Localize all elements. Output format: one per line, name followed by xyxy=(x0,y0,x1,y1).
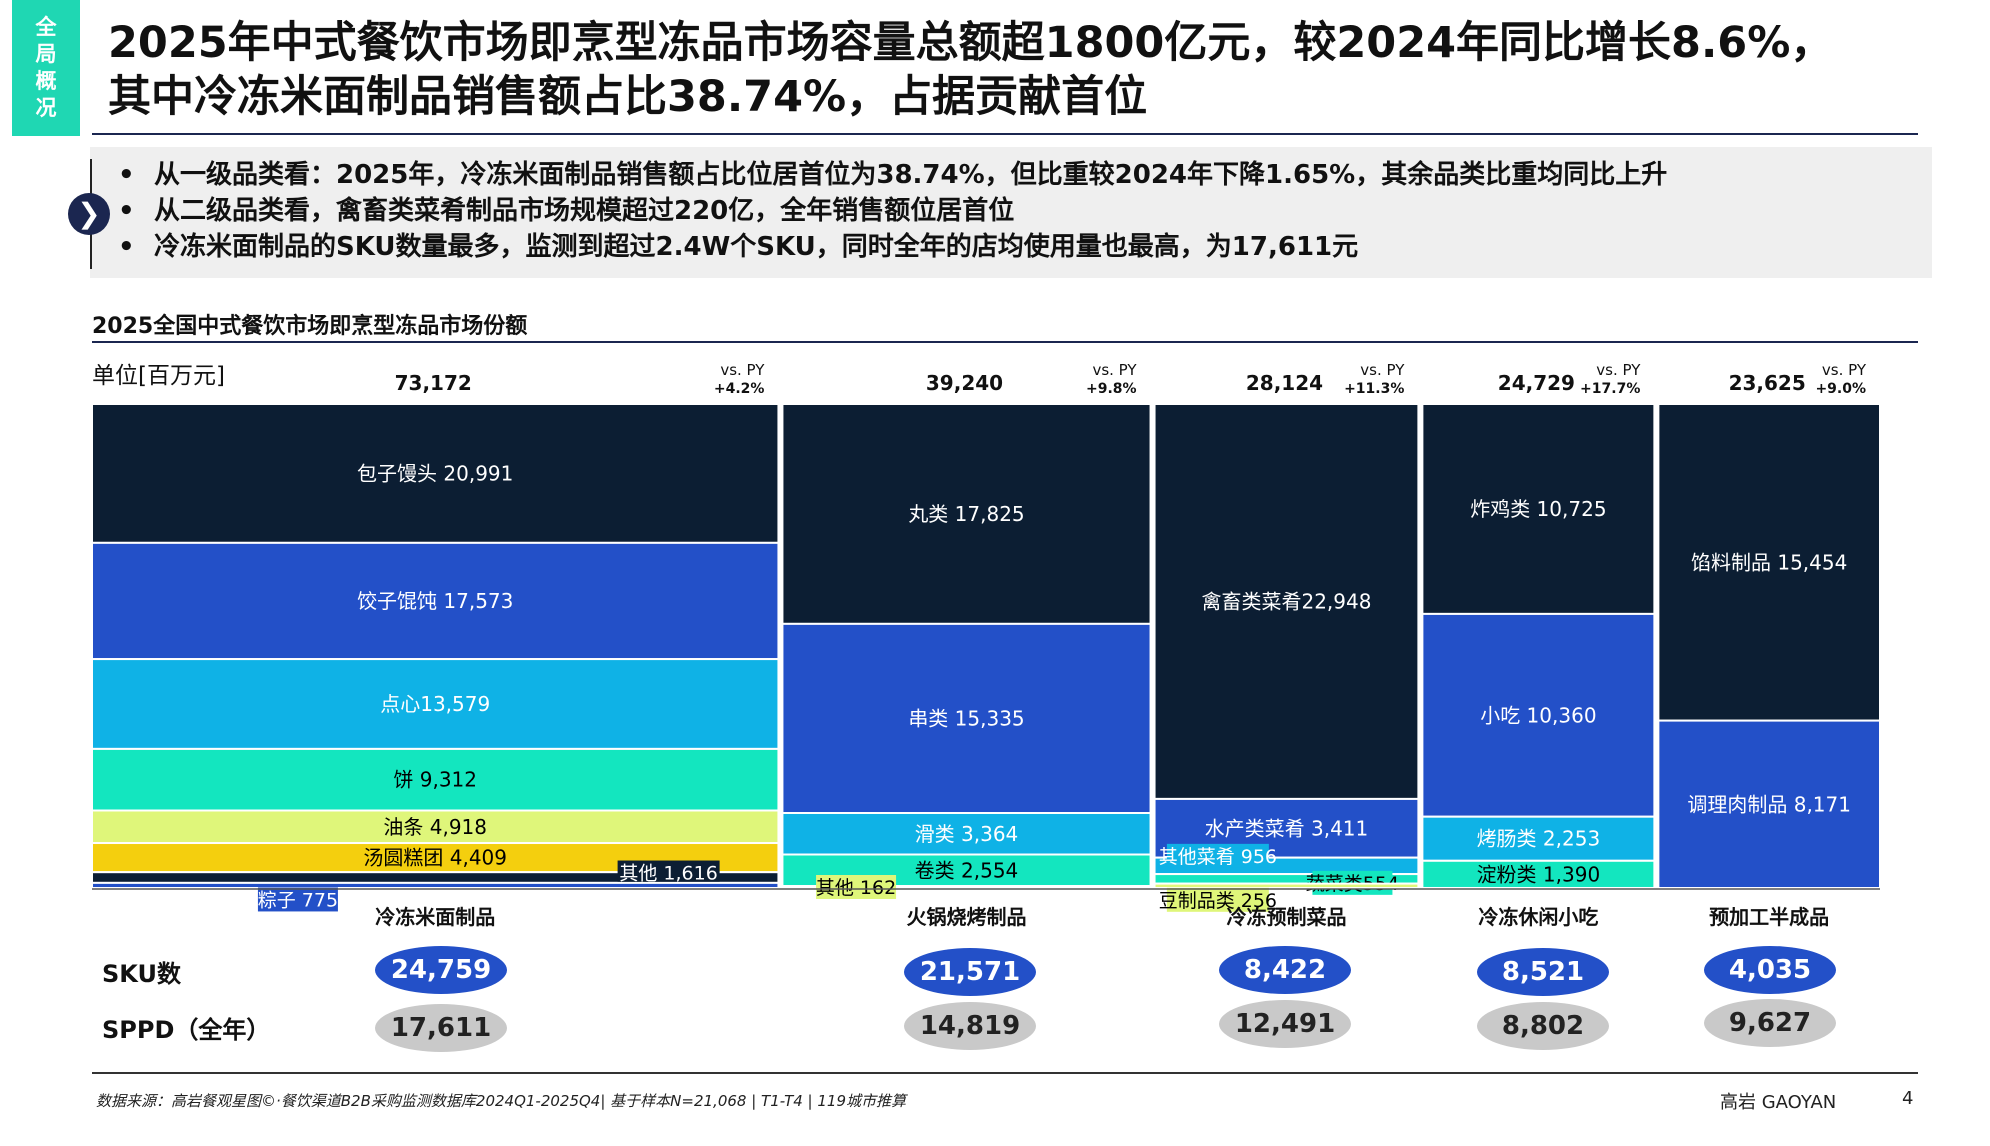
sppd-row-label: SPPD（全年） xyxy=(102,1016,271,1044)
segment-label: 滑类 3,364 xyxy=(915,822,1019,846)
sku-pill: 24,759 xyxy=(375,946,507,994)
segment-bar xyxy=(781,812,1152,856)
category-label: 火锅烧烤制品 xyxy=(906,905,1026,929)
sppd-pill: 9,627 xyxy=(1704,999,1836,1047)
section-tag: 全 局 概 况 xyxy=(12,0,80,136)
sku-pill: 8,521 xyxy=(1477,948,1609,996)
category-label: 冷冻休闲小吃 xyxy=(1478,905,1598,929)
segment-label: 丸类 17,825 xyxy=(908,502,1024,526)
segment-bar xyxy=(1421,859,1656,889)
segment-label: 串类 15,335 xyxy=(908,706,1024,730)
section-tag-char: 局 xyxy=(35,42,57,66)
page-title: 2025年中式餐饮市场即烹型冻品市场容量总额超1800亿元，较2024年同比增长… xyxy=(108,16,1948,124)
segment-label-bg xyxy=(1166,843,1269,868)
sppd-pill: 17,611 xyxy=(375,1004,507,1052)
page-number: 4 xyxy=(1902,1088,1914,1109)
segment-label: 水产类菜肴 3,411 xyxy=(1205,816,1369,840)
segment-bar xyxy=(781,885,1152,889)
segment-label-bg xyxy=(617,860,720,885)
segment-bar xyxy=(1421,403,1656,615)
segment-label: 其他 162 xyxy=(816,877,896,899)
summary-list: 从一级品类看：2025年，冷冻米面制品销售额占比位居首位为38.74%，但比重较… xyxy=(106,157,1667,265)
segment-label-bg xyxy=(257,887,338,912)
segment-label: 油条 4,918 xyxy=(383,815,487,839)
segment-label-bg xyxy=(1166,887,1269,912)
segment-label: 卷类 2,554 xyxy=(915,858,1019,882)
segment-label: 禽畜类菜肴22,948 xyxy=(1201,589,1371,613)
segment-label-bg xyxy=(816,875,897,900)
category-label: 冷冻预制菜品 xyxy=(1226,905,1346,929)
vs-py-label: vs. PY xyxy=(720,361,765,379)
sku-row-label: SKU数 xyxy=(102,960,181,988)
segment-bar xyxy=(91,658,780,750)
growth-label: +11.3% xyxy=(1344,381,1404,397)
segment-label: 馅料制品 15,454 xyxy=(1691,550,1847,574)
segment-bar xyxy=(781,622,1152,815)
category-label: 预加工半成品 xyxy=(1709,905,1829,929)
title-divider xyxy=(92,133,1918,135)
segment-bar xyxy=(1421,612,1656,818)
column-total-label: 28,124 xyxy=(1246,371,1323,395)
segment-label: 汤圆糕团 4,409 xyxy=(363,846,507,870)
growth-label: +17.7% xyxy=(1580,381,1640,397)
segment-label: 淀粉类 1,390 xyxy=(1477,862,1601,886)
column-total-label: 23,625 xyxy=(1729,371,1806,395)
segment-label: 粽子 775 xyxy=(258,889,338,911)
segment-bar xyxy=(1421,815,1656,862)
data-source-note: 数据来源：高岩餐观星图©·餐饮渠道B2B采购监测数据库2024Q1-2025Q4… xyxy=(96,1092,906,1110)
vs-py-label: vs. PY xyxy=(1822,361,1867,379)
sppd-pill: 12,491 xyxy=(1219,1000,1351,1048)
section-tag-char: 全 xyxy=(35,15,57,39)
sppd-pill: 14,819 xyxy=(904,1002,1036,1050)
segment-bar xyxy=(1657,719,1881,890)
section-tag-char: 概 xyxy=(35,69,57,93)
growth-label: +9.8% xyxy=(1086,381,1137,397)
chart-title-divider xyxy=(92,341,1918,343)
segment-label: 烤肠类 2,253 xyxy=(1477,827,1601,851)
summary-box: 从一级品类看：2025年，冷冻米面制品销售额占比位居首位为38.74%，但比重较… xyxy=(90,147,1932,278)
segment-label: 饺子馄饨 17,573 xyxy=(357,589,513,613)
brand-label: 高岩 GAOYAN xyxy=(1720,1092,1837,1113)
summary-bullet: 从二级品类看，禽畜类菜肴制品市场规模超过220亿，全年销售额位居首位 xyxy=(106,193,1667,229)
page-title-line-2: 其中冷冻米面制品销售额占比38.74%，占据贡献首位 xyxy=(108,72,1148,122)
column-total-label: 73,172 xyxy=(395,371,472,395)
sku-pill: 8,422 xyxy=(1219,946,1351,994)
category-label: 冷冻米面制品 xyxy=(375,905,495,929)
segment-label: 小吃 10,360 xyxy=(1480,703,1596,727)
segment-label: 其他菜肴 956 xyxy=(1159,846,1277,868)
segment-label: 点心13,579 xyxy=(380,692,490,716)
sku-pill: 4,035 xyxy=(1704,946,1836,994)
sppd-pill: 8,802 xyxy=(1477,1002,1609,1050)
chart-title: 2025全国中式餐饮市场即烹型冻品市场份额 xyxy=(92,314,528,339)
chart-unit-label: 单位[百万元] xyxy=(92,363,225,389)
vs-py-label: vs. PY xyxy=(1092,361,1137,379)
column-total-label: 24,729 xyxy=(1498,371,1575,395)
segment-label: 豆制品类 256 xyxy=(1159,890,1277,912)
segment-label: 调理肉制品 8,171 xyxy=(1687,792,1851,816)
vs-py-label: vs. PY xyxy=(1596,361,1641,379)
section-tag-char: 况 xyxy=(35,96,57,120)
page-title-line-1: 2025年中式餐饮市场即烹型冻品市场容量总额超1800亿元，较2024年同比增长… xyxy=(108,18,1834,68)
summary-bullet: 从一级品类看：2025年，冷冻米面制品销售额占比位居首位为38.74%，但比重较… xyxy=(106,157,1667,193)
growth-label: +9.0% xyxy=(1815,381,1866,397)
segment-label: 其他 1,616 xyxy=(619,863,717,885)
footer-divider xyxy=(92,1072,1918,1074)
segment-label: 炸鸡类 10,725 xyxy=(1470,497,1606,521)
sku-pill: 21,571 xyxy=(904,948,1036,996)
segment-bar xyxy=(781,403,1152,625)
segment-bar xyxy=(91,403,780,544)
vs-py-label: vs. PY xyxy=(1360,361,1405,379)
segment-bar xyxy=(91,881,780,890)
column-total-label: 39,240 xyxy=(926,371,1003,395)
segment-bar xyxy=(1657,403,1881,722)
segment-bar xyxy=(91,541,780,661)
growth-label: +4.2% xyxy=(714,381,765,397)
segment-label: 包子馒头 20,991 xyxy=(357,461,513,485)
segment-bar xyxy=(1153,882,1420,890)
segment-bar xyxy=(1153,403,1420,800)
summary-bullet: 冷冻米面制品的SKU数量最多，监测到超过2.4W个SKU，同时全年的店均使用量也… xyxy=(106,229,1667,265)
chevron-right-icon: ❯ xyxy=(68,193,110,235)
segment-label: 饼 9,312 xyxy=(393,768,477,792)
